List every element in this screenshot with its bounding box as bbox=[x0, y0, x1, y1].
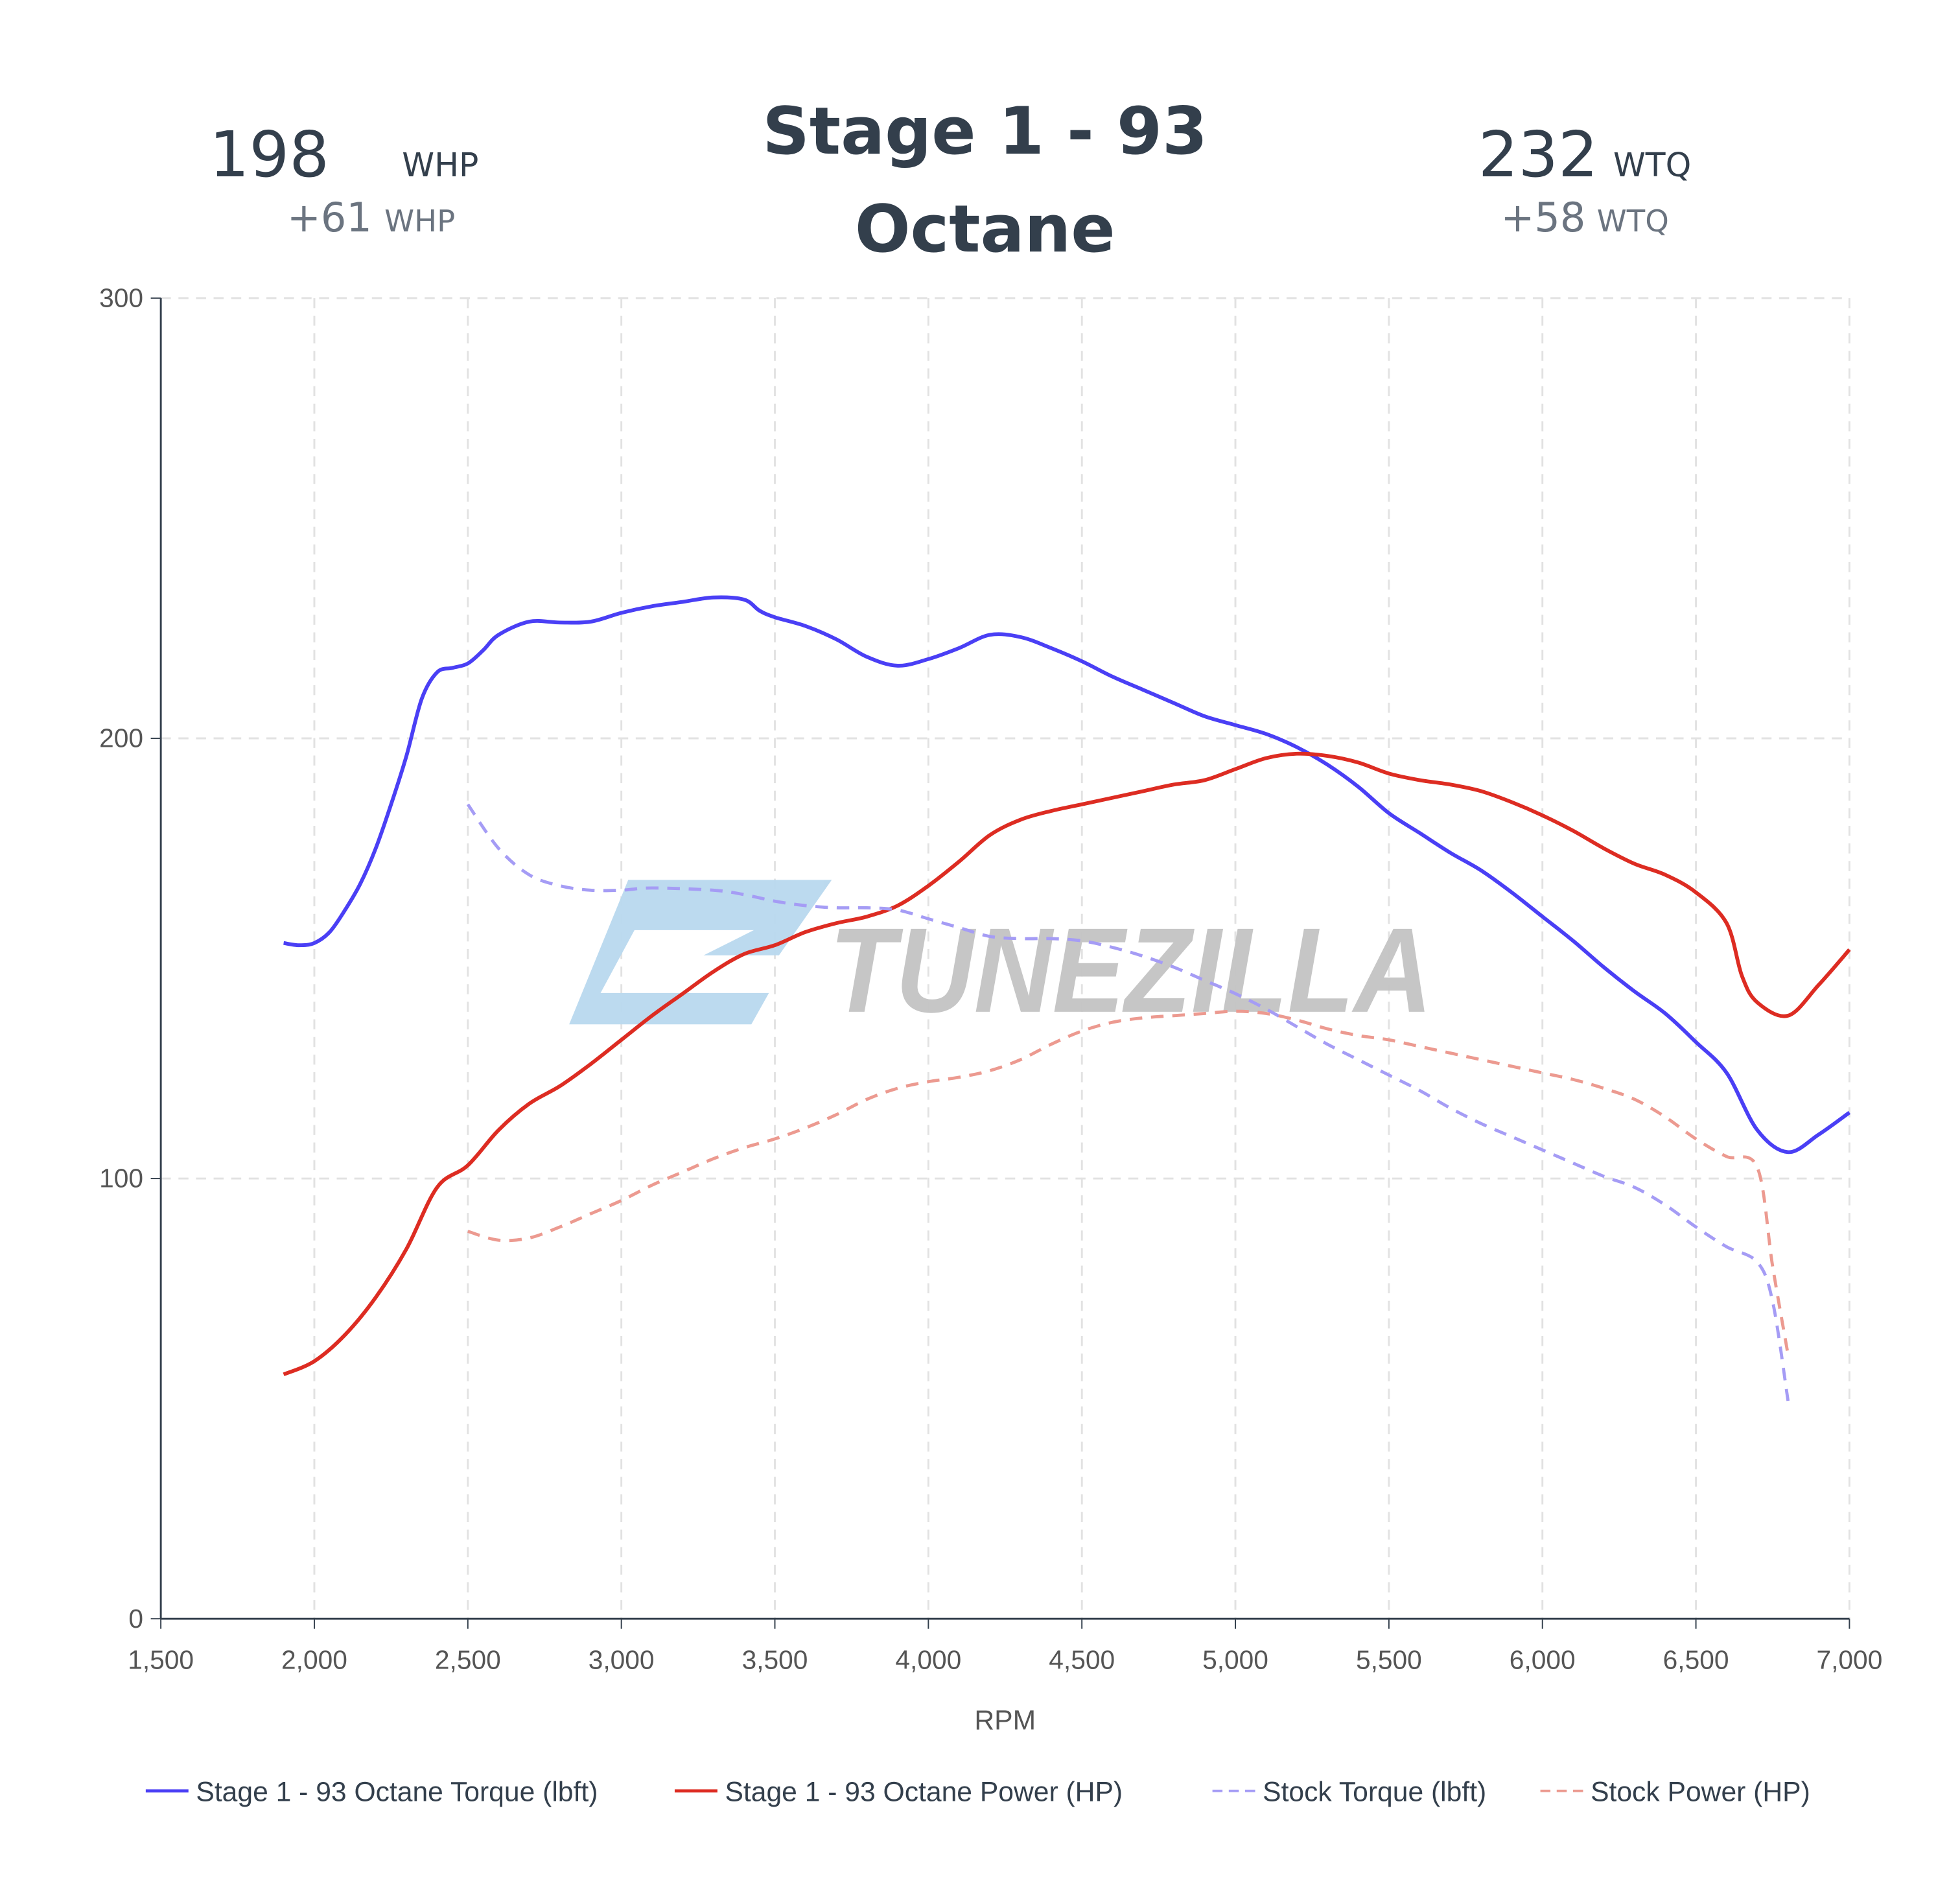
x-tick-label: 4,000 bbox=[895, 1645, 961, 1675]
hp-value: 198 bbox=[209, 118, 329, 191]
hp-unit: WHP bbox=[402, 146, 478, 184]
x-tick-label: 5,000 bbox=[1202, 1645, 1268, 1675]
legend-item-label: Stock Torque (lbft) bbox=[1263, 1776, 1486, 1807]
x-tick-label: 7,000 bbox=[1817, 1645, 1883, 1675]
tq-gain-unit: WTQ bbox=[1597, 204, 1669, 239]
y-tick-label: 0 bbox=[128, 1604, 143, 1634]
logo-wordmark: TUNEZILLA bbox=[829, 904, 1432, 1038]
x-tick-label: 3,000 bbox=[589, 1645, 655, 1675]
legend-item-label: Stock Power (HP) bbox=[1591, 1776, 1810, 1807]
legend-item-label: Stage 1 - 93 Octane Torque (lbft) bbox=[196, 1776, 598, 1807]
legend: Stage 1 - 93 Octane Torque (lbft) Stage 1… bbox=[145, 1776, 1810, 1807]
legend-item-label: Stage 1 - 93 Octane Power (HP) bbox=[725, 1776, 1123, 1807]
y-tick-label: 100 bbox=[99, 1164, 143, 1193]
series-line-2 bbox=[466, 803, 1790, 1401]
x-tick-label: 2,500 bbox=[435, 1645, 501, 1675]
y-tick-label: 300 bbox=[99, 283, 143, 312]
x-tick-label: 2,000 bbox=[281, 1645, 347, 1675]
logo-z-mark bbox=[569, 880, 832, 1025]
header: 198 WHP +61 WHP Stage 1 - 93 Octane 232 … bbox=[209, 93, 1691, 267]
hp-gain: +61 bbox=[287, 194, 372, 241]
x-axis-label: RPM bbox=[974, 1705, 1036, 1736]
x-tick-label: 1,500 bbox=[128, 1645, 194, 1675]
ticks: 1,500 2,000 2,500 3,000 3,500 4,000 4,500 5,000… bbox=[99, 283, 1882, 1674]
series-line-1 bbox=[283, 751, 1851, 1376]
x-tick-label: 6,500 bbox=[1663, 1645, 1729, 1675]
watermark-logo: TUNEZILLA bbox=[569, 880, 1432, 1038]
tq-value: 232 bbox=[1478, 118, 1598, 191]
series-line-0 bbox=[283, 595, 1851, 1154]
tq-gain: +58 bbox=[1500, 194, 1585, 241]
x-tick-label: 4,500 bbox=[1049, 1645, 1115, 1675]
x-tick-label: 6,000 bbox=[1510, 1645, 1576, 1675]
grid bbox=[161, 297, 1850, 1619]
x-tick-label: 3,500 bbox=[742, 1645, 808, 1675]
hp-gain-unit: WHP bbox=[384, 204, 455, 239]
series-layer bbox=[283, 595, 1851, 1401]
y-tick-label: 200 bbox=[99, 723, 143, 753]
series-line-3 bbox=[467, 1009, 1790, 1355]
x-tick-label: 5,500 bbox=[1356, 1645, 1422, 1675]
tq-unit: WTQ bbox=[1613, 146, 1691, 184]
chart-title-line1: Stage 1 - 93 bbox=[762, 93, 1208, 169]
chart-title-line2: Octane bbox=[855, 191, 1115, 267]
